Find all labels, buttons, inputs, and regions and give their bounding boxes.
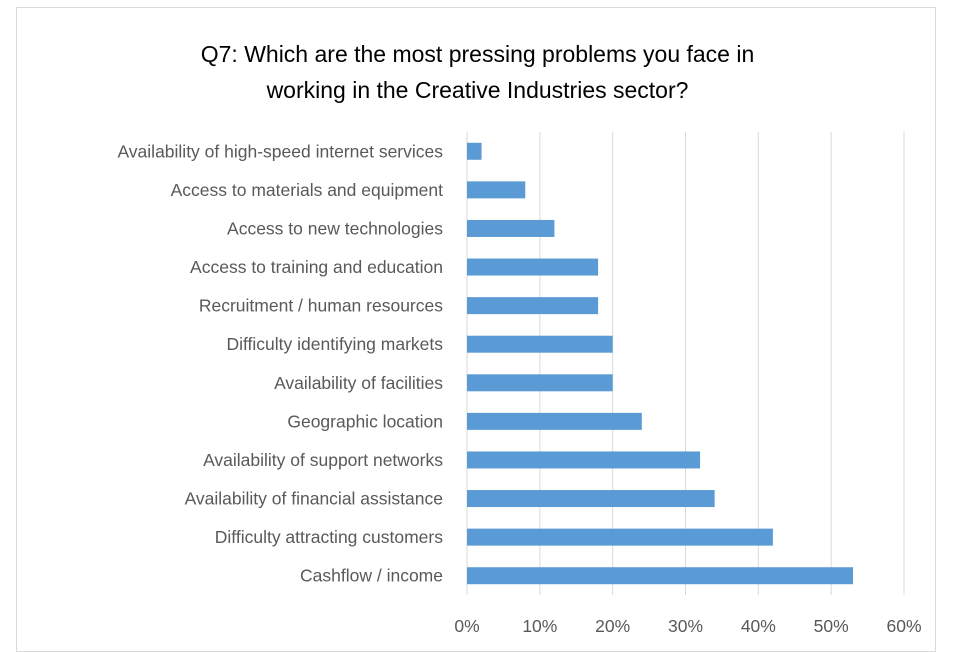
x-tick-labels: 0% 10% 20% 30% 40% 50% 60%	[454, 616, 921, 636]
chart-title-line-2: working in the Creative Industries secto…	[266, 77, 689, 103]
category-label: Cashflow / income	[300, 566, 443, 586]
bars	[467, 142, 854, 585]
bar	[467, 567, 854, 585]
bar	[467, 258, 599, 276]
bar	[467, 374, 613, 392]
category-label: Availability of financial assistance	[185, 489, 443, 509]
category-label: Difficulty attracting customers	[215, 527, 443, 547]
bar	[467, 335, 613, 353]
category-label: Availability of support networks	[203, 450, 443, 470]
category-label: Access to new technologies	[227, 218, 443, 238]
x-tick-label: 30%	[668, 616, 703, 636]
x-tick-label: 20%	[595, 616, 630, 636]
category-label: Difficulty identifying markets	[226, 334, 443, 354]
x-tick-label: 50%	[814, 616, 849, 636]
bar	[467, 412, 642, 430]
category-label: Availability of facilities	[274, 373, 443, 393]
bar	[467, 528, 773, 546]
x-tick-label: 0%	[454, 616, 479, 636]
bar	[467, 451, 701, 469]
x-tick-label: 60%	[886, 616, 921, 636]
bar	[467, 490, 715, 508]
bar	[467, 181, 526, 199]
gridlines	[466, 132, 905, 595]
x-tick-label: 10%	[522, 616, 557, 636]
chart-title: Q7: Which are the most pressing problems…	[0, 36, 955, 108]
category-label: Access to materials and equipment	[171, 180, 443, 200]
category-label: Access to training and education	[190, 257, 443, 277]
bar	[467, 142, 482, 160]
bar	[467, 219, 555, 237]
category-labels: Availability of high-speed internet serv…	[117, 141, 443, 585]
x-tick-label: 40%	[741, 616, 776, 636]
category-label: Availability of high-speed internet serv…	[117, 141, 443, 161]
category-label: Geographic location	[287, 411, 443, 431]
bar	[467, 297, 599, 315]
category-label: Recruitment / human resources	[199, 296, 443, 316]
chart-title-line-1: Q7: Which are the most pressing problems…	[200, 41, 755, 67]
